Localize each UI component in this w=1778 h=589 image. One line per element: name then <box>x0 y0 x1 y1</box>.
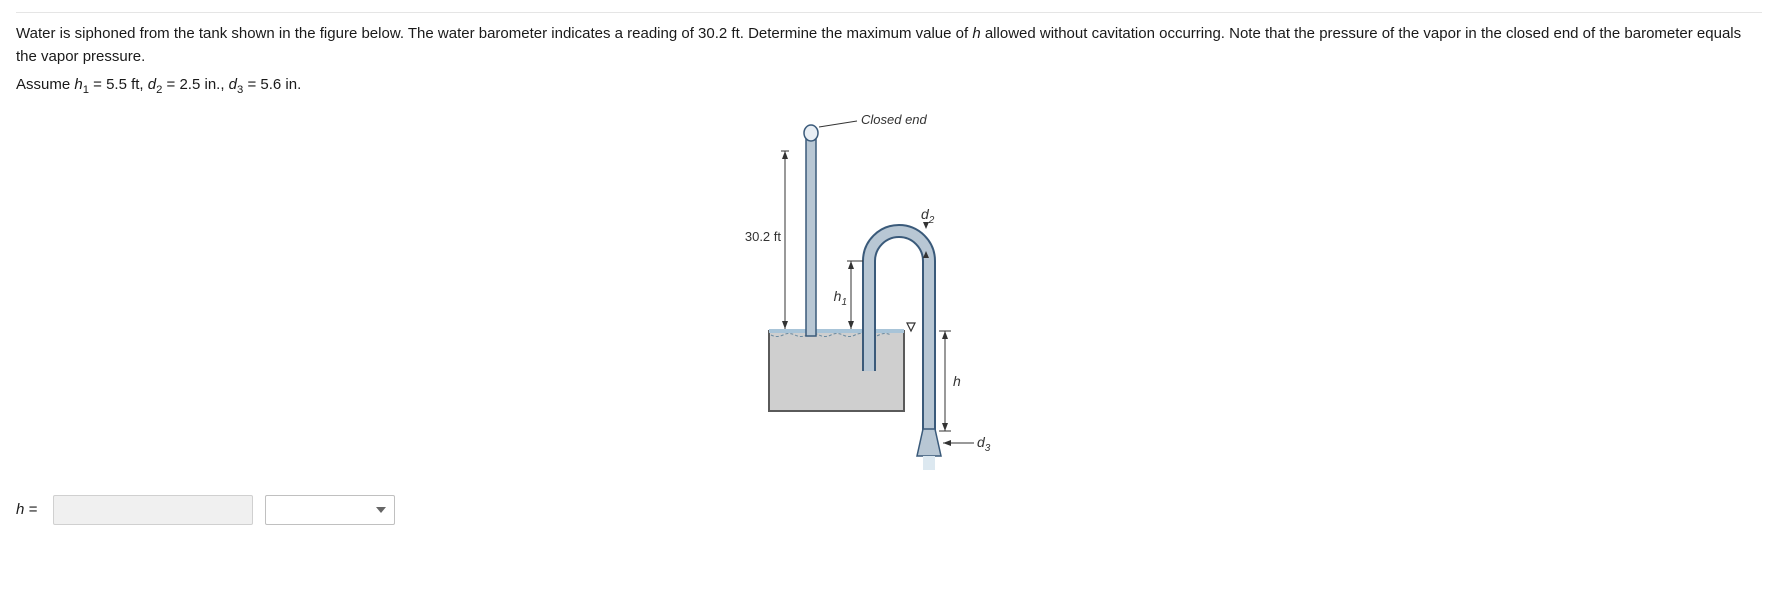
question-line1-part1: Water is siphoned from the tank shown in… <box>16 25 972 42</box>
barometer-reading-label: 30.2 ft <box>745 229 782 244</box>
answer-row: h = <box>16 495 1762 525</box>
d3-figure-label: d3 <box>977 434 991 454</box>
siphon-diagram: Closed end 30.2 ft d2 <box>729 111 1049 471</box>
answer-unit-select[interactable] <box>265 495 395 525</box>
d2-var: d <box>148 76 156 93</box>
h1-eq: = 5.5 ft, <box>89 76 148 93</box>
question-text: Water is siphoned from the tank shown in… <box>16 23 1762 68</box>
figure-area: Closed end 30.2 ft d2 <box>16 111 1762 471</box>
h1-var: h <box>74 76 82 93</box>
h1-figure-label: h1 <box>834 288 847 308</box>
h-figure-label: h <box>953 373 961 389</box>
question-var-h: h <box>972 25 980 42</box>
answer-eq: = <box>24 501 37 518</box>
closed-end-label: Closed end <box>861 112 928 127</box>
question-assumptions: Assume h1 = 5.5 ft, d2 = 2.5 in., d3 = 5… <box>16 74 1762 99</box>
answer-label: h = <box>16 499 37 522</box>
d3-eq: = 5.6 in. <box>243 76 301 93</box>
assume-prefix: Assume <box>16 76 74 93</box>
d2-eq: = 2.5 in., <box>162 76 228 93</box>
answer-value-input[interactable] <box>53 495 253 525</box>
question-container: Water is siphoned from the tank shown in… <box>16 12 1762 525</box>
d3-var: d <box>229 76 237 93</box>
